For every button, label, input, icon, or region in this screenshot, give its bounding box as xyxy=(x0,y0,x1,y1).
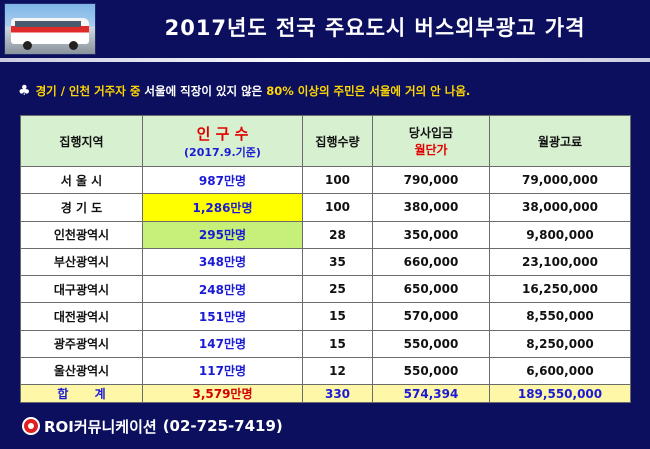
header-unit-price-label: 당사입금 xyxy=(408,126,454,140)
row-region: 대전광역시 xyxy=(20,302,143,331)
row-region: 부산광역시 xyxy=(20,247,143,277)
row-unit-price: 550,000 xyxy=(372,329,490,358)
row-count: 12 xyxy=(302,356,373,386)
bus-advertisement-photo xyxy=(4,3,96,55)
header-region: 집행지역 xyxy=(20,115,143,167)
row-monthly-fee: 79,000,000 xyxy=(489,165,631,195)
bus-wheel xyxy=(23,41,32,50)
row-population: 1,286만명 xyxy=(142,193,303,222)
row-unit-price: 660,000 xyxy=(372,247,490,277)
row-count: 35 xyxy=(302,247,373,277)
total-monthly-fee: 189,550,000 xyxy=(489,384,631,403)
company-logo-icon xyxy=(22,417,40,435)
header-population-date: (2017.9.기준) xyxy=(184,145,261,159)
row-monthly-fee: 23,100,000 xyxy=(489,247,631,277)
row-population: 987만명 xyxy=(142,165,303,195)
footer-contact: ROI커뮤니케이션 (02-725-7419) xyxy=(22,414,283,438)
row-unit-price: 650,000 xyxy=(372,274,490,304)
header-population-label: 인 구 수 xyxy=(196,124,249,143)
total-count: 330 xyxy=(302,384,373,403)
company-name: ROI커뮤니케이션 xyxy=(44,417,157,436)
bus-window xyxy=(15,21,81,27)
header-unit-price: 당사입금 월단가 xyxy=(372,115,490,167)
row-unit-price: 350,000 xyxy=(372,220,490,249)
row-monthly-fee: 8,250,000 xyxy=(489,329,631,358)
row-population: 295만명 xyxy=(142,220,303,249)
bus-ad-price-table: 집행지역 인 구 수 (2017.9.기준) 집행수량 당사입금 월단가 월광고… xyxy=(20,115,631,403)
row-monthly-fee: 38,000,000 xyxy=(489,193,631,222)
note-segment: 경기 / 인천 거주자 중 xyxy=(35,84,145,98)
row-unit-price: 380,000 xyxy=(372,193,490,222)
company-phone: (02-725-7419) xyxy=(162,417,283,435)
row-region: 서 울 시 xyxy=(20,165,143,195)
row-unit-price: 550,000 xyxy=(372,356,490,386)
club-suit-icon: ♣ xyxy=(18,83,31,99)
row-population: 151만명 xyxy=(142,302,303,331)
row-population: 248만명 xyxy=(142,274,303,304)
row-population: 117만명 xyxy=(142,356,303,386)
row-region: 광주광역시 xyxy=(20,329,143,358)
total-label: 합 계 xyxy=(20,384,143,403)
table-row: 인천광역시 295만명 28 350,000 9,800,000 xyxy=(20,220,631,249)
page-title: 2017년도 전국 주요도시 버스외부광고 가격 xyxy=(164,16,586,40)
row-population: 147만명 xyxy=(142,329,303,358)
header-monthly-fee: 월광고료 xyxy=(489,115,631,167)
table-total-row: 합 계 3,579만명 330 574,394 189,550,000 xyxy=(20,384,631,403)
row-unit-price: 790,000 xyxy=(372,165,490,195)
header-unit-price-sub: 월단가 xyxy=(414,143,448,157)
table-row: 울산광역시 117만명 12 550,000 6,600,000 xyxy=(20,356,631,386)
row-monthly-fee: 16,250,000 xyxy=(489,274,631,304)
row-count: 15 xyxy=(302,329,373,358)
row-unit-price: 570,000 xyxy=(372,302,490,331)
table-row: 대구광역시 248만명 25 650,000 16,250,000 xyxy=(20,274,631,304)
info-note: ♣ 경기 / 인천 거주자 중 서울에 직장이 있지 않은 80% 이상의 주민은… xyxy=(18,83,638,99)
row-count: 100 xyxy=(302,165,373,195)
row-monthly-fee: 6,600,000 xyxy=(489,356,631,386)
row-region: 인천광역시 xyxy=(20,220,143,249)
header-count: 집행수량 xyxy=(302,115,373,167)
row-count: 15 xyxy=(302,302,373,331)
row-region: 대구광역시 xyxy=(20,274,143,304)
row-monthly-fee: 8,550,000 xyxy=(489,302,631,331)
row-count: 28 xyxy=(302,220,373,249)
row-region: 경 기 도 xyxy=(20,193,143,222)
table-row: 서 울 시 987만명 100 790,000 79,000,000 xyxy=(20,165,631,195)
header-population: 인 구 수 (2017.9.기준) xyxy=(142,115,303,167)
table-row: 광주광역시 147만명 15 550,000 8,250,000 xyxy=(20,329,631,358)
row-count: 25 xyxy=(302,274,373,304)
row-region: 울산광역시 xyxy=(20,356,143,386)
row-monthly-fee: 9,800,000 xyxy=(489,220,631,249)
table-row: 대전광역시 151만명 15 570,000 8,550,000 xyxy=(20,302,631,331)
row-population: 348만명 xyxy=(142,247,303,277)
total-unit-price: 574,394 xyxy=(372,384,490,403)
total-population: 3,579만명 xyxy=(142,384,303,403)
note-segment: 80% 이상의 주민은 서울에 거의 안 나옴. xyxy=(266,84,471,98)
bus-wheel xyxy=(69,41,78,50)
table-header-row: 집행지역 인 구 수 (2017.9.기준) 집행수량 당사입금 월단가 월광고… xyxy=(20,115,631,167)
title-divider xyxy=(0,58,650,62)
page-header: 2017년도 전국 주요도시 버스외부광고 가격 xyxy=(0,0,650,58)
row-count: 100 xyxy=(302,193,373,222)
table-row: 경 기 도 1,286만명 100 380,000 38,000,000 xyxy=(20,193,631,222)
note-segment: 서울에 직장이 있지 않은 xyxy=(144,84,267,98)
table-row: 부산광역시 348만명 35 660,000 23,100,000 xyxy=(20,247,631,277)
